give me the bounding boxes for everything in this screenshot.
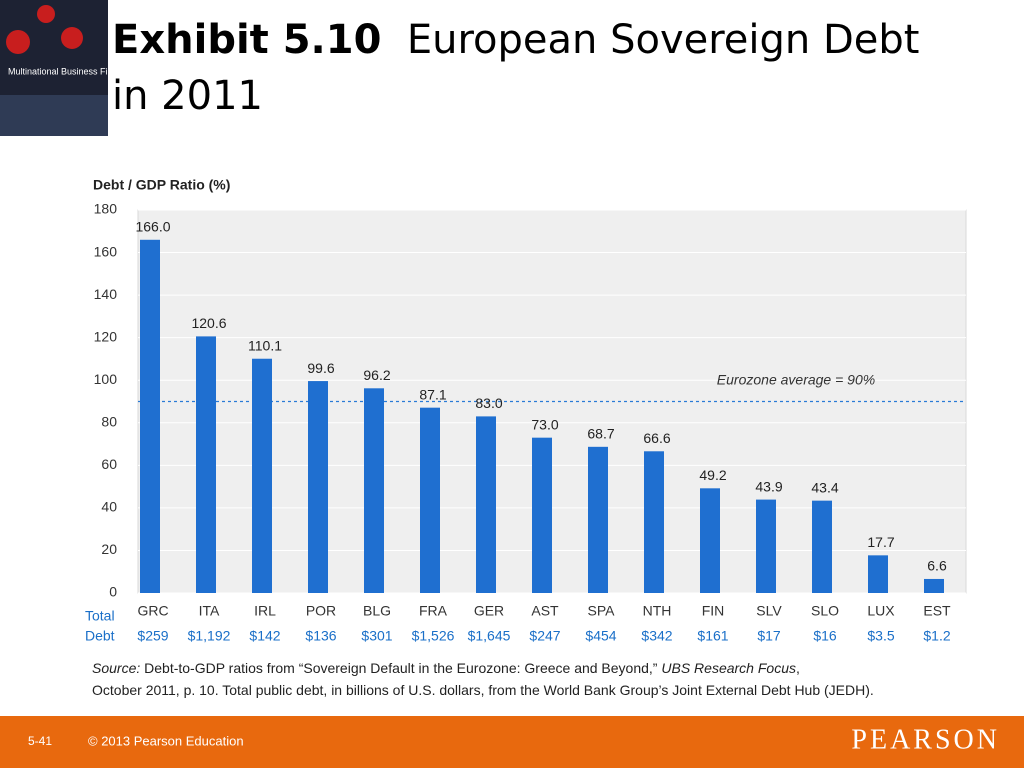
reference-label: Eurozone average = 90% (717, 372, 875, 388)
y-tick-label: 20 (101, 541, 117, 557)
y-tick-label: 60 (101, 456, 117, 472)
x-tick-label: FIN (702, 603, 725, 619)
bar (140, 239, 160, 594)
total-debt: $1,526 (412, 628, 455, 644)
x-tick-label: POR (306, 603, 336, 619)
bar (644, 451, 664, 593)
total-debt: $16 (813, 628, 837, 644)
total-debt: $247 (529, 628, 560, 644)
footer-bar (0, 716, 1024, 768)
x-tick-label: SLO (811, 603, 839, 619)
y-tick-label: 160 (94, 243, 118, 259)
page-number: 5-41 (28, 734, 52, 748)
value-label: 68.7 (587, 426, 614, 442)
total-debt: $1,192 (188, 628, 231, 644)
y-tick-label: 100 (94, 371, 118, 387)
x-tick-label: NTH (643, 603, 672, 619)
value-label: 17.7 (867, 534, 894, 550)
total-debt: $259 (137, 628, 168, 644)
bar (196, 336, 216, 593)
brand: PEARSON (851, 724, 1000, 755)
y-tick-label: 80 (101, 413, 117, 429)
slide-title: Exhibit 5.10 European Sovereign Debt in … (112, 12, 942, 124)
bar (924, 578, 944, 593)
value-label: 110.1 (248, 337, 282, 353)
y-tick-label: 40 (101, 499, 117, 515)
cover-title: Multinational Business Finance (8, 66, 132, 76)
value-label: 87.1 (419, 386, 446, 402)
x-tick-label: LUX (867, 603, 895, 619)
lantern (61, 27, 83, 49)
source-lead: Source: (92, 660, 141, 676)
y-tick-label: 0 (109, 584, 117, 600)
value-label: 66.6 (643, 430, 670, 446)
title: European Sovereign Debt in 2011 (112, 17, 920, 119)
x-tick-label: GRC (137, 603, 168, 619)
total-debt-label: Debt (85, 628, 115, 644)
bar (756, 499, 776, 593)
total-debt: $161 (697, 628, 728, 644)
bar (588, 446, 608, 593)
total-debt-label: Total (85, 608, 115, 624)
bar (252, 358, 272, 593)
y-tick-label: 140 (94, 286, 118, 302)
source-note: Source: Debt-to-GDP ratios from “Soverei… (92, 657, 952, 701)
bar (364, 388, 384, 593)
total-debt: $342 (641, 628, 672, 644)
lantern (6, 30, 30, 54)
x-tick-label: EST (923, 603, 951, 619)
total-debt: $1.2 (923, 628, 950, 644)
total-debt: $3.5 (867, 628, 894, 644)
value-label: 6.6 (927, 558, 947, 574)
value-label: 120.6 (191, 315, 226, 331)
total-debt: $142 (249, 628, 280, 644)
y-tick-label: 180 (94, 201, 118, 217)
x-tick-label: BLG (363, 603, 391, 619)
value-label: 43.4 (811, 479, 838, 495)
bar (420, 407, 440, 593)
x-tick-label: SPA (588, 603, 616, 619)
value-label: 99.6 (307, 360, 334, 376)
exhibit: Exhibit 5.10 (112, 17, 382, 63)
bar (308, 381, 328, 593)
copyright: © 2013 Pearson Education (88, 733, 244, 748)
x-tick-label: ITA (199, 603, 220, 619)
value-label: 96.2 (363, 367, 390, 383)
source-text: October 2011, p. 10. Total public debt, … (92, 682, 874, 698)
bar (812, 500, 832, 593)
x-tick-label: IRL (254, 603, 276, 619)
bar (700, 488, 720, 593)
y-axis-title: Debt / GDP Ratio (%) (93, 177, 230, 193)
source-text: Debt-to-GDP ratios from “Sovereign Defau… (140, 660, 662, 676)
bar (532, 437, 552, 593)
value-label: 83.0 (475, 395, 502, 411)
bar (868, 555, 888, 593)
x-tick-label: FRA (419, 603, 448, 619)
total-debt: $136 (305, 628, 336, 644)
y-tick-label: 120 (94, 328, 118, 344)
value-label: 166.0 (135, 218, 170, 234)
total-debt: $454 (585, 628, 616, 644)
source-text: , (795, 660, 800, 676)
x-tick-label: GER (474, 603, 504, 619)
value-label: 43.9 (755, 478, 782, 494)
total-debt: $1,645 (468, 628, 511, 644)
total-debt: $17 (757, 628, 781, 644)
x-tick-label: SLV (756, 603, 782, 619)
lantern (37, 5, 55, 23)
source-journal: UBS Research Focus (661, 660, 796, 676)
total-debt: $301 (361, 628, 392, 644)
cover-city (0, 95, 108, 136)
value-label: 73.0 (531, 416, 558, 432)
x-tick-label: AST (531, 603, 559, 619)
value-label: 49.2 (699, 467, 726, 483)
bar (476, 416, 496, 593)
